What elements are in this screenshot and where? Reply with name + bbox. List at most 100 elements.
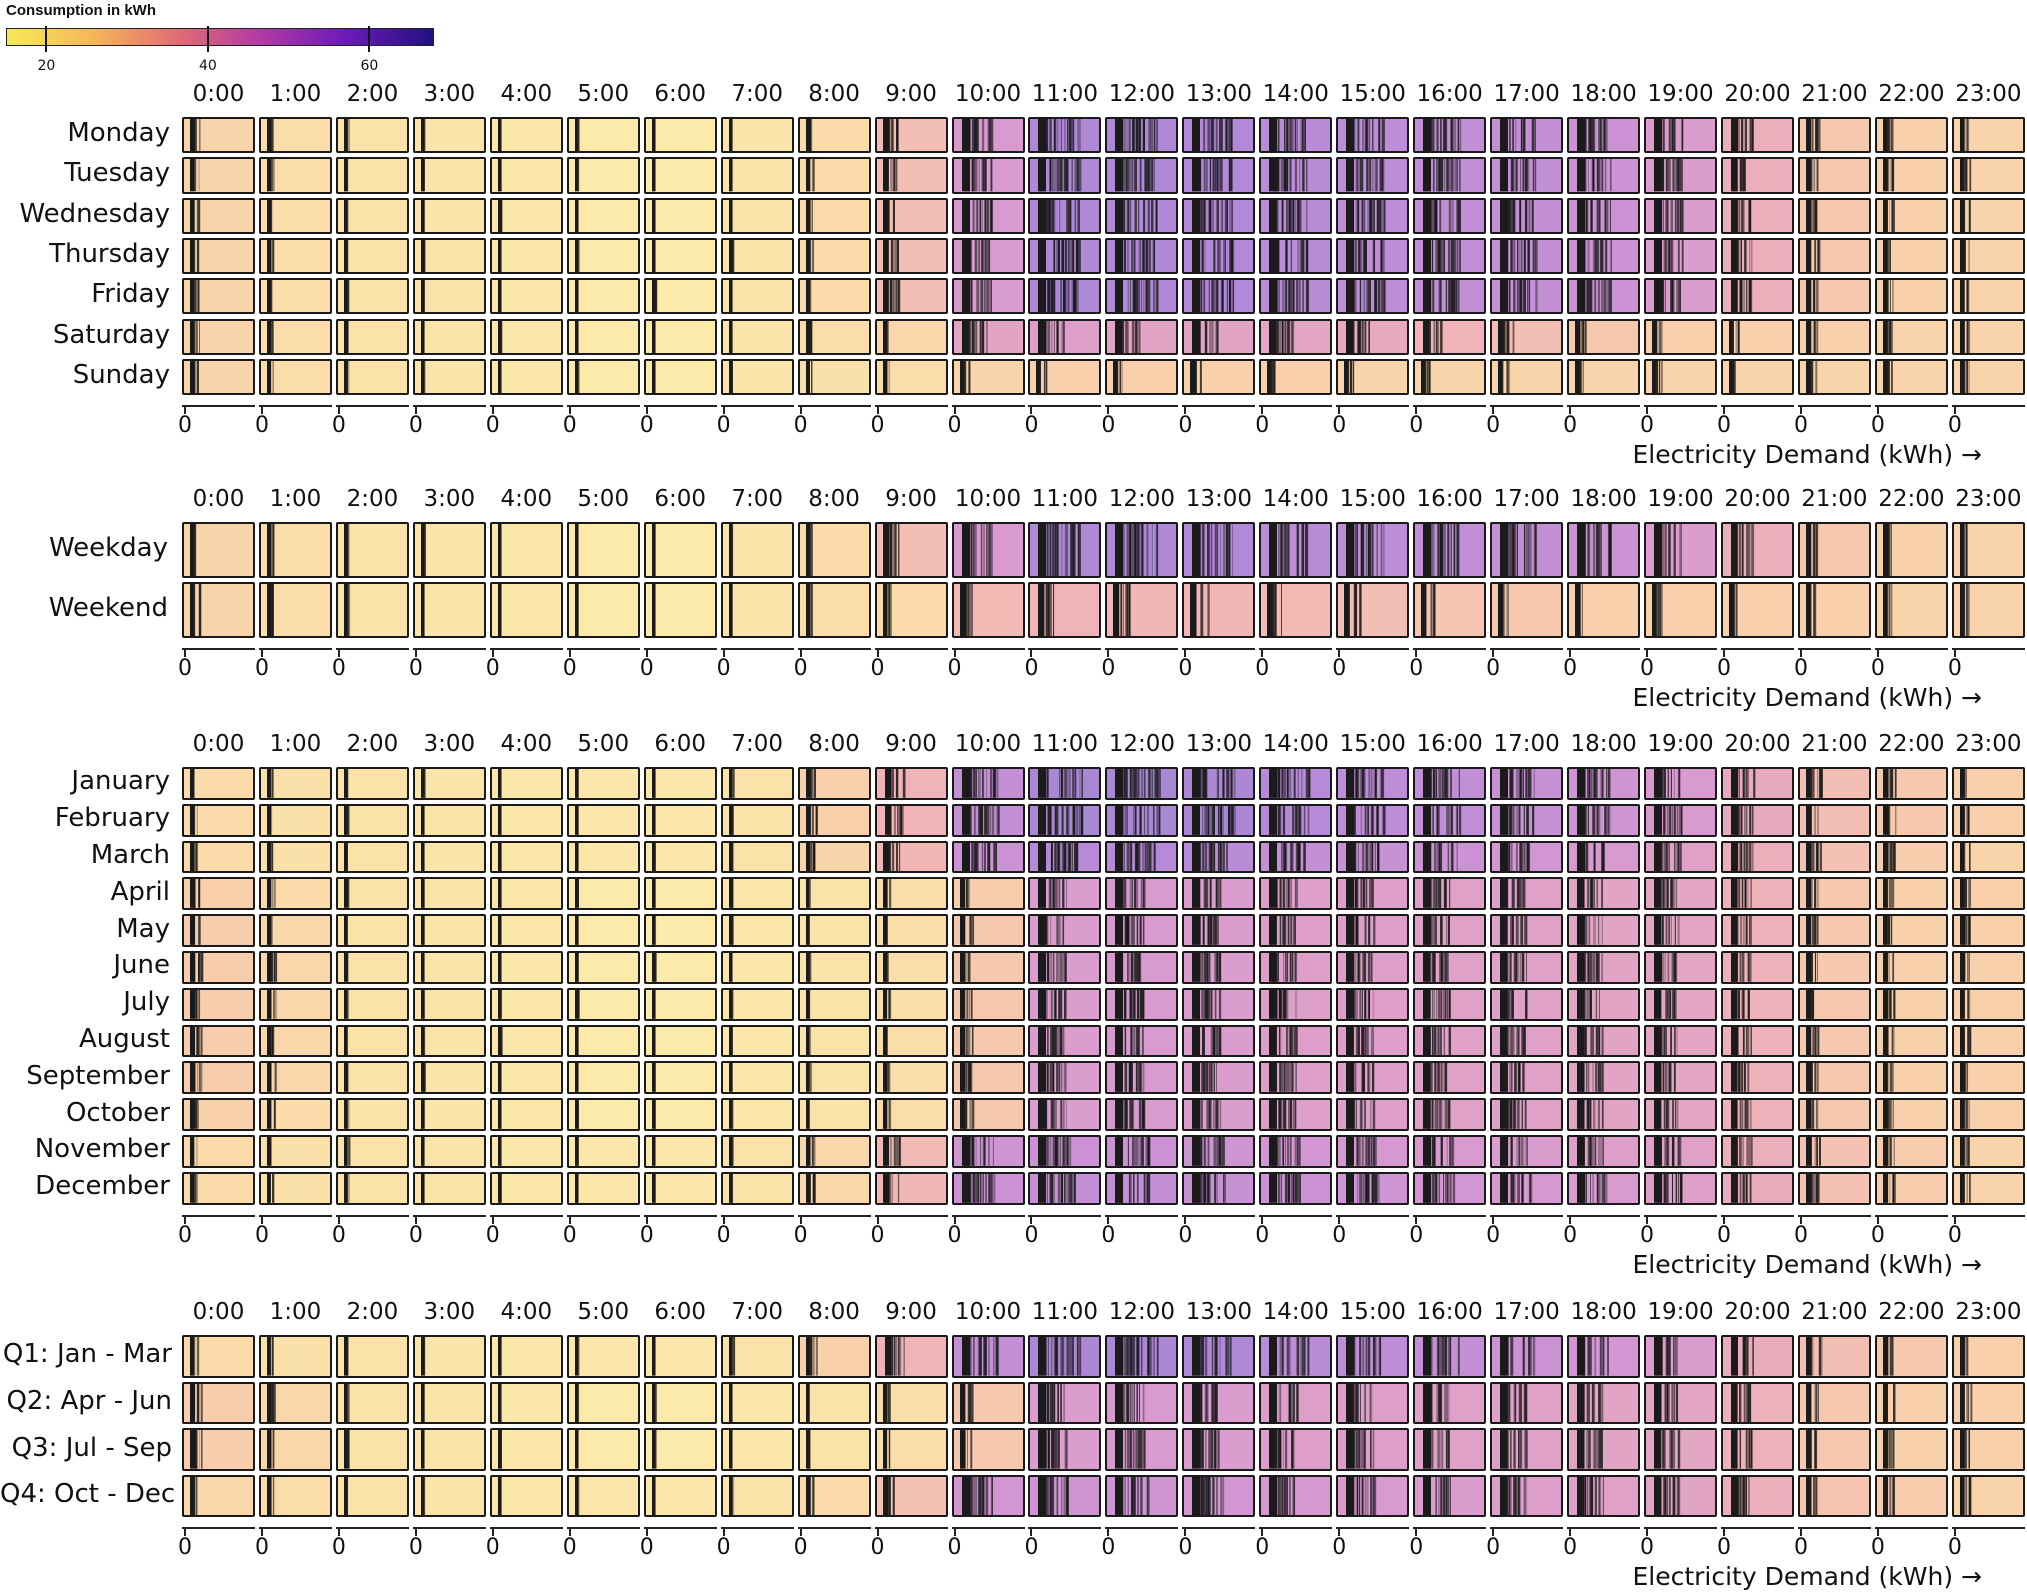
demand-stripe: [971, 119, 974, 152]
demand-stripe: [1120, 524, 1123, 576]
demand-stripe: [1442, 239, 1446, 273]
heatmap-cell: [412, 237, 486, 275]
demand-stripe: [1431, 119, 1434, 152]
demand-distribution: [1577, 769, 1611, 798]
demand-distribution: [1192, 239, 1235, 273]
demand-stripe: [1371, 879, 1374, 909]
heatmap-cell: [1259, 767, 1333, 800]
demand-stripe: [898, 842, 900, 872]
demand-stripe: [199, 119, 201, 152]
demand-stripe: [498, 953, 500, 982]
heatmap-cell: [566, 117, 640, 154]
demand-stripe: [198, 953, 200, 982]
heatmap-cell: [412, 318, 486, 355]
demand-core-band: [343, 953, 348, 982]
demand-stripe: [1883, 239, 1885, 273]
demand-stripe: [270, 805, 273, 835]
demand-stripe: [1654, 524, 1657, 576]
heatmap-cell: [412, 951, 486, 984]
demand-stripe: [1233, 280, 1235, 313]
demand-stripe: [1436, 805, 1439, 835]
demand-stripe: [1807, 953, 1809, 982]
demand-stripe: [198, 916, 201, 945]
demand-distribution: [1500, 842, 1531, 872]
demand-distribution: [1577, 119, 1608, 152]
demand-stripe: [971, 524, 975, 576]
demand-stripe: [1813, 320, 1816, 353]
x-axis-line: [1951, 648, 2025, 650]
demand-stripe: [1214, 953, 1216, 982]
demand-stripe: [1502, 119, 1505, 152]
demand-stripe: [809, 879, 811, 909]
demand-stripe: [882, 320, 885, 353]
demand-stripe: [1200, 199, 1202, 232]
demand-stripe: [1656, 280, 1658, 313]
demand-stripe: [1657, 953, 1660, 982]
demand-stripe: [1272, 769, 1275, 798]
demand-stripe: [1738, 769, 1740, 798]
demand-core-band: [882, 524, 889, 576]
demand-stripe: [1206, 159, 1208, 192]
demand-stripe: [1138, 953, 1141, 982]
demand-stripe: [1808, 119, 1810, 152]
demand-stripe: [1730, 320, 1732, 353]
heatmap-cell: [1721, 278, 1794, 315]
demand-stripe: [729, 805, 732, 835]
demand-stripe: [1214, 239, 1216, 273]
demand-core-band: [961, 239, 970, 273]
demand-stripe: [1148, 119, 1151, 152]
demand-stripe: [1211, 524, 1213, 576]
demand-stripe: [1807, 360, 1809, 394]
demand-stripe: [1065, 239, 1068, 273]
demand-stripe: [1503, 320, 1506, 353]
x-tick-label: 0: [870, 656, 885, 681]
demand-stripe: [1156, 524, 1158, 576]
demand-core-band: [1498, 360, 1503, 394]
demand-stripe: [1130, 199, 1132, 232]
demand-stripe: [1515, 159, 1517, 192]
demand-stripe: [1301, 239, 1304, 273]
demand-stripe: [1216, 879, 1218, 909]
demand-stripe: [975, 199, 978, 232]
demand-stripe: [1733, 584, 1735, 636]
demand-stripe: [1586, 199, 1588, 232]
demand-stripe: [1601, 239, 1604, 273]
demand-stripe: [1199, 239, 1201, 273]
demand-stripe: [1202, 584, 1204, 636]
demand-stripe: [1604, 159, 1607, 192]
demand-stripe: [1742, 916, 1745, 945]
demand-stripe: [1583, 953, 1586, 982]
demand-stripe: [1206, 879, 1209, 909]
demand-stripe: [975, 119, 978, 152]
demand-distribution: [497, 805, 502, 835]
demand-stripe: [898, 805, 899, 835]
x-axis-line: [874, 405, 948, 408]
demand-stripe: [1133, 953, 1136, 982]
x-axis-tick: [1799, 405, 1802, 415]
hour-label: 6:00: [654, 731, 707, 757]
demand-core-band: [1805, 769, 1812, 798]
demand-stripe: [1525, 159, 1529, 192]
demand-stripe: [499, 159, 502, 192]
demand-stripe: [1522, 879, 1524, 909]
demand-stripe: [1511, 842, 1513, 872]
demand-stripe: [1308, 769, 1311, 798]
demand-stripe: [1430, 524, 1432, 576]
demand-core-band: [1882, 769, 1889, 798]
demand-stripe: [1281, 879, 1282, 909]
demand-stripe: [1528, 842, 1531, 872]
demand-stripe: [977, 239, 978, 273]
demand-distribution: [574, 842, 579, 872]
demand-stripe: [1288, 119, 1291, 152]
demand-stripe: [1655, 916, 1658, 945]
demand-stripe: [270, 584, 273, 636]
demand-stripe: [1117, 280, 1119, 313]
demand-stripe: [1306, 524, 1309, 576]
demand-stripe: [979, 280, 981, 313]
x-axis-line: [1490, 405, 1564, 408]
demand-stripe: [1579, 842, 1583, 872]
demand-stripe: [268, 916, 270, 945]
demand-stripe: [963, 879, 965, 909]
demand-core-band: [728, 360, 733, 394]
demand-stripe: [1609, 524, 1612, 576]
